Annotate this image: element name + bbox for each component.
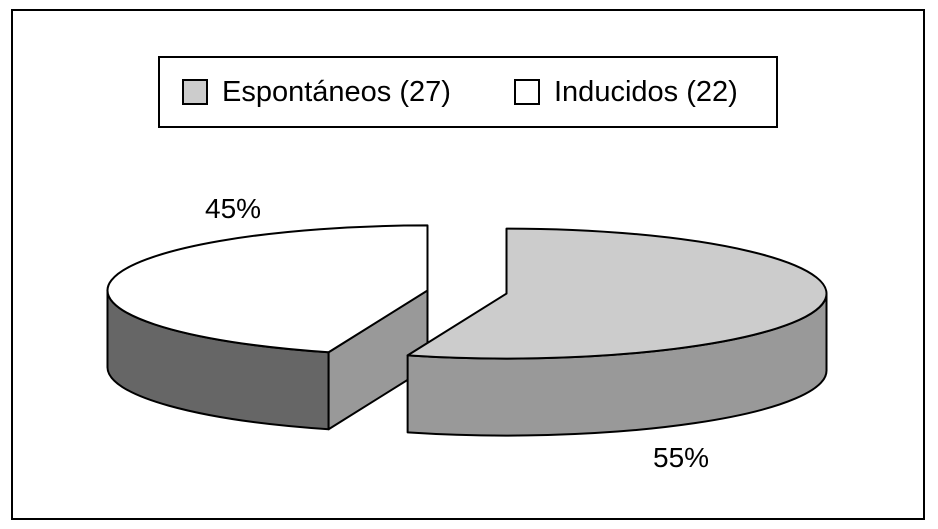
pie-slice-inducidos xyxy=(106,224,429,354)
legend-item-espontaneos: Espontáneos (27) xyxy=(182,58,451,126)
data-label-inducidos: 45% xyxy=(205,193,262,224)
legend-swatch-espontaneos xyxy=(182,79,208,105)
legend-item-inducidos: Inducidos (22) xyxy=(514,58,738,126)
legend-swatch-inducidos xyxy=(514,79,540,105)
chart-frame xyxy=(11,9,925,520)
pie-slice-espontaneos xyxy=(406,227,828,360)
data-label-espontaneos: 55% xyxy=(653,442,710,473)
legend-label-inducidos: Inducidos (22) xyxy=(554,75,738,108)
legend-label-espontaneos: Espontáneos (27) xyxy=(222,75,451,108)
legend: Espontáneos (27) Inducidos (22) xyxy=(158,56,778,128)
